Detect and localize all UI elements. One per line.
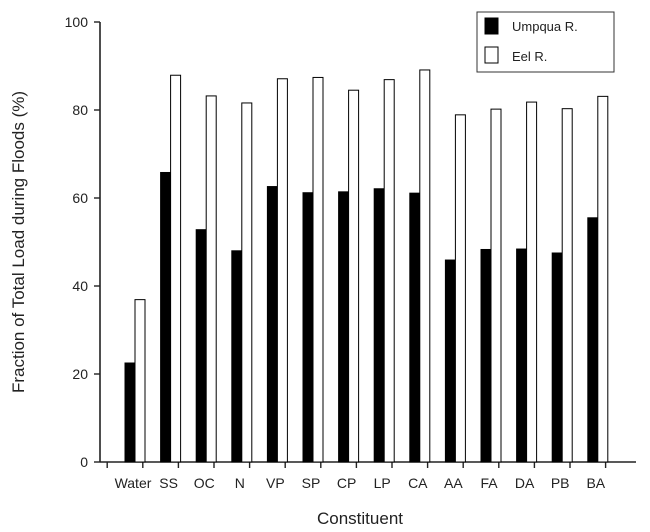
x-tick-label: CP <box>337 475 356 491</box>
x-tick-label: FA <box>480 475 498 491</box>
bar-eel-vp <box>276 78 288 463</box>
bar-eel-da <box>526 101 538 463</box>
bar-umpqua-da <box>516 248 528 463</box>
y-tick-label: 80 <box>72 102 88 118</box>
bar-umpqua-aa <box>444 259 456 463</box>
bar-eel-oc <box>205 95 217 463</box>
bar-umpqua-vp <box>266 186 278 463</box>
legend-label-umpqua: Umpqua R. <box>512 19 578 34</box>
y-tick-label: 100 <box>65 14 89 30</box>
y-axis-title: Fraction of Total Load during Floods (%) <box>9 91 28 393</box>
bar-umpqua-ss <box>160 171 172 463</box>
x-ticks: Water SS OC N VP SP CP LP CA AA FA DA PB BA <box>106 462 607 491</box>
legend: Umpqua R. Eel R. <box>476 11 615 73</box>
bar-umpqua-oc <box>195 229 207 463</box>
x-tick-label: SS <box>159 475 178 491</box>
legend-swatch-eel <box>484 46 499 64</box>
bar-umpqua-cp <box>338 191 350 463</box>
x-tick-label: Water <box>115 475 152 491</box>
x-tick-label: OC <box>194 475 215 491</box>
y-ticks: 0 20 40 60 80 100 <box>65 14 100 470</box>
x-tick-label: AA <box>444 475 463 491</box>
bar-eel-pb <box>561 108 573 463</box>
x-tick-label: BA <box>586 475 605 491</box>
x-axis-title: Constituent <box>317 509 403 528</box>
bar-eel-n <box>241 102 253 463</box>
x-tick-label: DA <box>515 475 535 491</box>
bar-umpqua-ca <box>409 192 421 463</box>
x-tick-label: LP <box>374 475 391 491</box>
bar-eel-ca <box>419 69 431 463</box>
bar-umpqua-lp <box>373 188 385 463</box>
bar-eel-sp <box>312 76 324 463</box>
bar-eel-lp <box>383 79 395 463</box>
y-tick-label: 20 <box>72 366 88 382</box>
bars <box>124 69 609 463</box>
legend-frame <box>476 11 615 73</box>
bar-eel-cp <box>348 89 360 463</box>
plot-area: 0 20 40 60 80 100 Water SS OC N VP SP CP LP CA AA FA DA P… <box>65 14 636 491</box>
bar-eel-fa <box>490 108 502 463</box>
bar-umpqua-n <box>231 250 243 463</box>
y-tick-label: 40 <box>72 278 88 294</box>
bar-umpqua-sp <box>302 192 314 463</box>
x-tick-label: PB <box>551 475 570 491</box>
bar-umpqua-pb <box>551 252 563 463</box>
bar-eel-aa <box>454 114 466 463</box>
x-tick-label: VP <box>266 475 285 491</box>
x-tick-label: CA <box>408 475 428 491</box>
bar-eel-water <box>134 299 146 463</box>
bar-umpqua-ba <box>587 217 599 463</box>
bar-eel-ss <box>170 74 182 463</box>
y-tick-label: 60 <box>72 190 88 206</box>
bar-eel-ba <box>597 95 609 463</box>
x-tick-label: N <box>235 475 245 491</box>
legend-swatch-umpqua <box>484 17 499 35</box>
bar-umpqua-fa <box>480 248 492 463</box>
bar-umpqua-water <box>124 362 136 463</box>
y-tick-label: 0 <box>80 454 88 470</box>
legend-label-eel: Eel R. <box>512 49 547 64</box>
x-tick-label: SP <box>302 475 321 491</box>
